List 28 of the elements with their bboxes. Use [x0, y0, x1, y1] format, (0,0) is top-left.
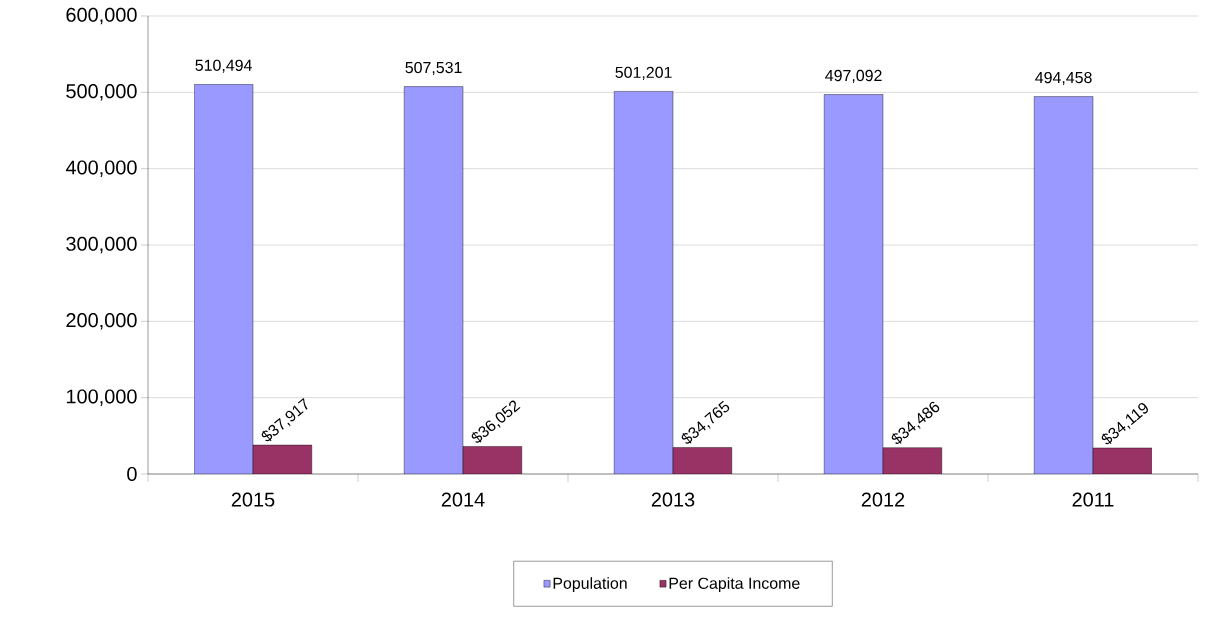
- y-tick-label: 100,000: [66, 389, 137, 406]
- x-tick-label: 2012: [861, 492, 905, 507]
- bar: [824, 94, 883, 474]
- bar: [673, 447, 732, 474]
- bar: [253, 445, 312, 474]
- bar: [194, 84, 253, 474]
- y-tick-label: 500,000: [66, 84, 137, 101]
- bar: [404, 86, 463, 474]
- y-tick-label: 600,000: [66, 7, 137, 25]
- data-label: 507,531: [405, 61, 462, 76]
- bar: [463, 446, 522, 474]
- x-tick-label: 2015: [231, 492, 275, 507]
- bar: [1034, 96, 1094, 474]
- y-tick-label: 0: [127, 466, 137, 482]
- x-tick-label: 2011: [1072, 492, 1114, 507]
- x-tick-label: 2014: [441, 492, 485, 507]
- x-tick-label: 2013: [651, 492, 695, 507]
- y-tick-label: 300,000: [66, 236, 137, 254]
- data-label: 494,458: [1035, 71, 1092, 86]
- legend-label: Population: [553, 577, 627, 593]
- data-label: 501,201: [615, 66, 672, 80]
- bar: [614, 91, 673, 474]
- bar: [883, 447, 942, 474]
- legend-label: Per Capita Income: [669, 577, 800, 593]
- y-tick-label: 400,000: [65, 160, 137, 177]
- data-label: 510,494: [195, 59, 252, 73]
- data-label: 497,092: [825, 69, 882, 84]
- y-tick-label: 200,000: [66, 313, 137, 330]
